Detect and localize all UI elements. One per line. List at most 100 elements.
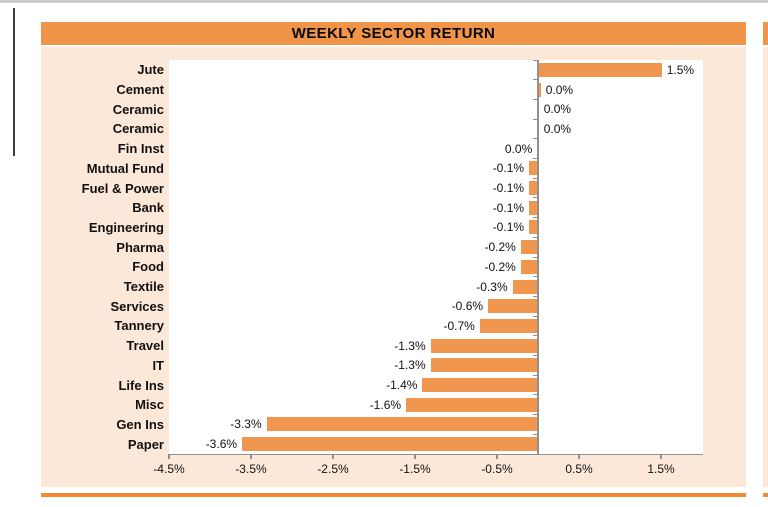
- x-axis-tick: [578, 454, 580, 459]
- x-tick-label: -0.5%: [481, 462, 513, 476]
- bar-it: [430, 358, 538, 373]
- x-axis-tick: [414, 454, 416, 459]
- left-border-line: [13, 8, 15, 156]
- category-label-cement: Cement: [116, 82, 164, 98]
- x-axis-tick: [660, 454, 662, 459]
- category-axis-tick: [533, 177, 538, 179]
- value-label-life-ins: -1.4%: [386, 378, 418, 393]
- bar-services: [488, 299, 538, 314]
- value-label-travel: -1.3%: [394, 338, 426, 353]
- category-axis-tick: [533, 414, 538, 416]
- category-axis-tick: [533, 295, 538, 297]
- category-label-misc: Misc: [135, 397, 164, 413]
- category-axis-tick: [533, 79, 538, 81]
- category-axis-tick: [533, 335, 538, 337]
- x-axis-line: [169, 453, 703, 455]
- category-label-fin-inst: Fin Inst: [117, 141, 164, 157]
- category-label-ceramic: Ceramic: [112, 121, 164, 137]
- x-tick-label: 0.5%: [565, 462, 593, 476]
- bar-mutual-fund: [529, 161, 538, 176]
- category-axis-tick: [533, 217, 538, 219]
- x-tick-label: 1.5%: [647, 462, 675, 476]
- category-label-tannery: Tannery: [114, 318, 164, 334]
- value-label-food: -0.2%: [484, 259, 516, 274]
- bar-cement: [538, 82, 541, 97]
- x-axis-tick: [168, 454, 170, 459]
- category-axis-tick: [533, 315, 538, 317]
- category-axis-tick: [533, 355, 538, 356]
- value-label-textile: -0.3%: [476, 279, 508, 294]
- bar-engineering: [529, 220, 538, 235]
- category-label-fuel-power: Fuel & Power: [81, 180, 164, 196]
- x-tick-label: -4.5%: [153, 462, 185, 476]
- x-tick-label: -3.5%: [235, 462, 267, 476]
- category-axis-tick: [533, 394, 538, 396]
- bar-paper: [242, 437, 538, 452]
- bar-pharma: [520, 240, 538, 255]
- bar-misc: [406, 397, 538, 412]
- category-axis-tick: [533, 374, 538, 376]
- value-label-fin-inst: 0.0%: [504, 141, 533, 156]
- bar-gen-ins: [266, 417, 538, 432]
- value-label-jute: 1.5%: [666, 62, 695, 77]
- value-label-mutual-fund: -0.1%: [492, 161, 525, 176]
- bar-jute: [538, 62, 662, 77]
- value-label-pharma: -0.2%: [484, 240, 516, 255]
- bar-tannery: [479, 318, 538, 333]
- category-axis-tick: [533, 158, 538, 159]
- value-label-ceramic: 0.0%: [543, 121, 572, 136]
- value-label-services: -0.6%: [451, 299, 484, 314]
- adjacent-panel-divider-fragment: [763, 493, 768, 497]
- value-label-engineering: -0.1%: [492, 220, 525, 235]
- x-tick-label: -1.5%: [399, 462, 431, 476]
- value-label-it: -1.3%: [394, 358, 426, 373]
- category-axis-tick: [533, 118, 538, 120]
- category-label-ceramic: Ceramic: [112, 101, 164, 117]
- value-label-paper: -3.6%: [205, 437, 238, 452]
- value-label-ceramic: 0.0%: [543, 102, 572, 117]
- value-label-gen-ins: -3.3%: [230, 417, 262, 432]
- category-label-pharma: Pharma: [116, 239, 164, 255]
- bar-fuel-power: [529, 181, 538, 196]
- category-label-jute: Jute: [137, 62, 164, 78]
- bar-bank: [529, 200, 538, 215]
- x-axis-tick: [496, 454, 498, 459]
- category-axis-tick: [533, 138, 538, 140]
- category-label-bank: Bank: [132, 200, 164, 216]
- category-label-gen-ins: Gen Ins: [116, 416, 164, 432]
- panel-bottom-divider: [41, 493, 746, 497]
- value-label-misc: -1.6%: [369, 397, 402, 412]
- category-label-food: Food: [132, 259, 164, 275]
- category-label-textile: Textile: [123, 279, 164, 295]
- bar-food: [520, 259, 538, 274]
- category-label-engineering: Engineering: [88, 219, 164, 235]
- bar-textile: [512, 279, 538, 294]
- bar-life-ins: [422, 378, 538, 393]
- category-axis-tick: [533, 236, 538, 238]
- page-top-divider: [0, 0, 768, 3]
- category-label-mutual-fund: Mutual Fund: [86, 160, 164, 176]
- category-label-life-ins: Life Ins: [118, 377, 164, 393]
- category-axis-tick: [533, 98, 538, 100]
- category-label-it: IT: [152, 357, 164, 373]
- category-axis-tick: [533, 197, 538, 199]
- chart-title: WEEKLY SECTOR RETURN: [291, 25, 496, 42]
- value-label-tannery: -0.7%: [443, 318, 475, 333]
- value-label-cement: 0.0%: [545, 82, 574, 97]
- x-axis-tick: [332, 454, 334, 459]
- value-label-fuel-power: -0.1%: [492, 181, 525, 196]
- x-axis-tick: [250, 454, 252, 459]
- category-label-paper: Paper: [127, 436, 164, 452]
- category-axis-tick: [533, 276, 538, 278]
- value-label-bank: -0.1%: [492, 200, 525, 215]
- adjacent-panel-title-bar-fragment: [763, 22, 768, 45]
- x-tick-label: -2.5%: [317, 462, 349, 476]
- category-axis-tick: [533, 433, 538, 435]
- category-axis-tick: [533, 256, 538, 258]
- category-axis-tick: [533, 59, 538, 61]
- plot-area: [169, 60, 703, 454]
- category-label-travel: Travel: [126, 338, 164, 354]
- zero-axis-line: [537, 60, 539, 454]
- chart-title-bar: WEEKLY SECTOR RETURN: [41, 22, 746, 45]
